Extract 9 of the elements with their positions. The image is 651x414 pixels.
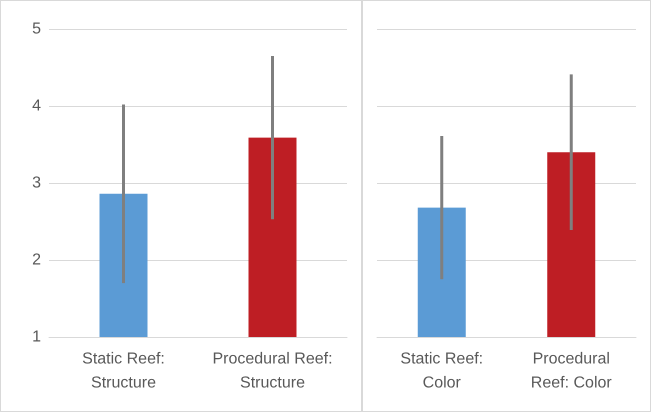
- y-tick-label: 5: [32, 20, 42, 38]
- y-tick-label: 2: [32, 252, 42, 268]
- y-tick-label: 1: [32, 328, 42, 346]
- y-tick-label: 4: [32, 98, 42, 114]
- x-tick-label: Procedural Reef: Structure: [212, 350, 333, 392]
- y-tick-label: 3: [32, 174, 42, 192]
- x-tick-label: Procedural Reef: Color: [530, 350, 612, 392]
- x-tick-label: Static Reef: Color: [400, 350, 484, 392]
- x-tick-label: Static Reef: Structure: [82, 350, 165, 392]
